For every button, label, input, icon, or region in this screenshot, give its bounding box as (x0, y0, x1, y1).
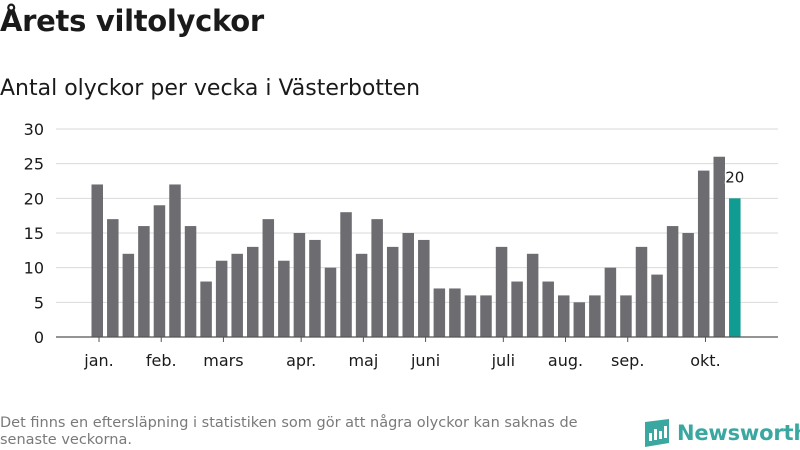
y-tick-label: 30 (24, 120, 44, 139)
bar (635, 246, 648, 337)
brand-name: Newsworthy (677, 421, 800, 445)
chart-title: Årets viltolyckor (0, 4, 264, 38)
bar (138, 226, 150, 337)
bar (418, 239, 430, 337)
x-tick-label: okt. (690, 351, 720, 370)
x-tick-label: jan. (83, 351, 113, 370)
chart-subtitle: Antal olyckor per vecka i Västerbotten (0, 76, 421, 101)
y-tick-label: 0 (34, 328, 44, 347)
bar (511, 281, 523, 337)
bar (107, 219, 119, 337)
bar (184, 226, 197, 337)
bar (371, 219, 383, 337)
bar (309, 239, 321, 337)
data-label: 20 (725, 168, 744, 186)
bar (604, 267, 617, 337)
bar (589, 295, 601, 337)
bar (433, 288, 446, 337)
bar (200, 281, 212, 337)
bar (215, 260, 228, 337)
bar (293, 233, 306, 337)
x-tick-label: juni (410, 351, 440, 370)
bar (666, 226, 679, 337)
bar (464, 295, 477, 337)
y-tick-label: 10 (24, 259, 44, 278)
y-tick-label: 15 (24, 224, 44, 243)
x-tick-label: maj (348, 351, 378, 370)
x-tick-label: aug. (548, 351, 583, 370)
y-tick-label: 5 (34, 293, 44, 312)
bar (247, 246, 259, 337)
bar (324, 267, 337, 337)
bar (340, 212, 352, 337)
bar (542, 281, 554, 337)
x-tick-label: apr. (286, 351, 316, 370)
bar (386, 246, 399, 337)
bar (526, 253, 539, 337)
bar (651, 274, 663, 337)
bar (558, 295, 570, 337)
bar (573, 302, 586, 337)
bar (495, 246, 508, 337)
bar (713, 156, 725, 337)
bar-chart: 0 5 10 15 20 25 30 20 jan. feb. mars apr. maj juni jul… (24, 120, 778, 370)
bar (449, 288, 461, 337)
bar (480, 295, 492, 337)
brand-logo: Newsworthy (645, 419, 800, 447)
x-tick-label: juli (491, 351, 515, 370)
bar (262, 219, 275, 337)
highlight-bar (729, 198, 741, 337)
y-tick-label: 25 (24, 155, 44, 174)
bar (697, 170, 710, 337)
newsworthy-logo-icon (645, 419, 669, 447)
bar (153, 205, 166, 337)
x-tick-label: mars (203, 351, 243, 370)
bar (402, 233, 414, 337)
bar (169, 184, 181, 337)
bar (355, 253, 368, 337)
bar (278, 260, 290, 337)
x-tick-label: feb. (146, 351, 177, 370)
x-tick-label: sep. (611, 351, 644, 370)
bar (620, 295, 632, 337)
bar (231, 253, 243, 337)
footnote: Det finns en eftersläpning i statistiken… (0, 415, 578, 448)
bar (122, 253, 135, 337)
y-tick-label: 20 (24, 189, 44, 208)
bar (682, 233, 694, 337)
bar (91, 184, 103, 337)
